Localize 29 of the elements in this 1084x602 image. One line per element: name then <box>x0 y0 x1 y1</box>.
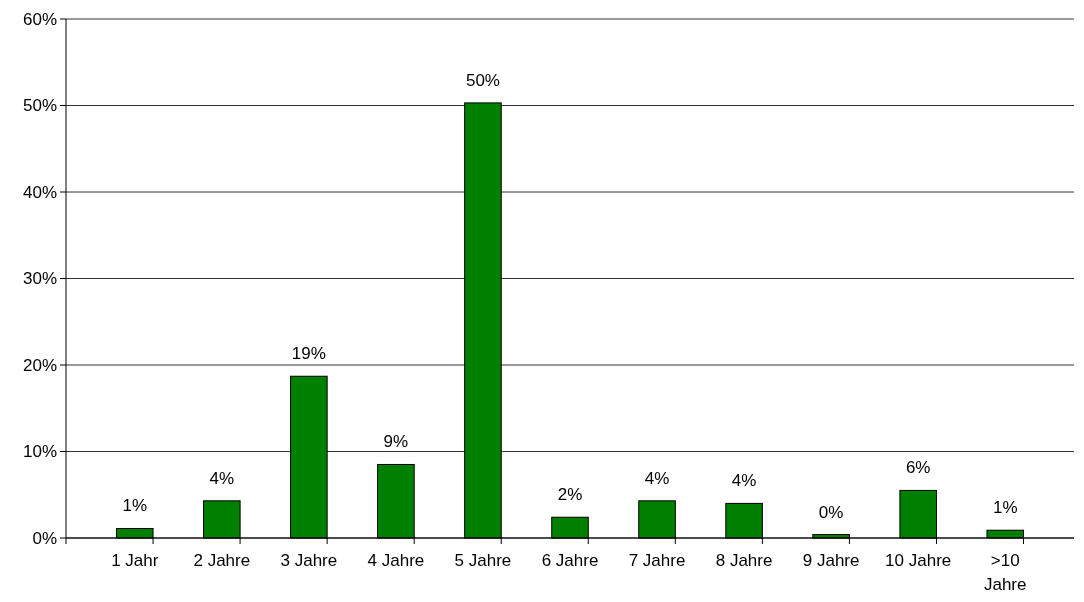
y-tick-label: 30% <box>22 269 57 289</box>
data-label: 0% <box>818 502 844 522</box>
data-label: 9% <box>383 432 409 452</box>
data-label: 50% <box>465 70 500 90</box>
y-tick-label: 10% <box>22 442 57 462</box>
data-label: 19% <box>291 344 326 364</box>
x-tick-label: 10 Jahre <box>885 551 952 570</box>
y-tick-label: 50% <box>22 96 57 116</box>
y-tick-label: 60% <box>22 9 57 29</box>
x-tick-label: 4 Jahre <box>367 551 425 570</box>
x-tick-label: 9 Jahre <box>802 551 860 570</box>
y-tick-label: 20% <box>22 355 57 375</box>
data-label: 6% <box>905 458 931 478</box>
y-tick-label: 0% <box>32 528 57 548</box>
y-tick-label: 40% <box>22 182 57 202</box>
x-tick-label: 3 Jahre <box>280 551 338 570</box>
data-label: 1% <box>992 498 1018 518</box>
data-label: 4% <box>644 468 670 488</box>
x-tick-label: 2 Jahre <box>193 551 251 570</box>
data-label: 4% <box>731 471 757 491</box>
x-tick-label: 6 Jahre <box>541 551 599 570</box>
x-tick-label: 5 Jahre <box>454 551 512 570</box>
data-label: 1% <box>122 496 148 516</box>
x-tick-label: 7 Jahre <box>628 551 686 570</box>
x-tick-label: >10 Jahre <box>983 551 1027 594</box>
x-tick-label: 8 Jahre <box>715 551 773 570</box>
x-tick-label: 1 Jahr <box>111 551 159 570</box>
data-label: 4% <box>209 468 235 488</box>
data-label: 2% <box>557 485 583 505</box>
